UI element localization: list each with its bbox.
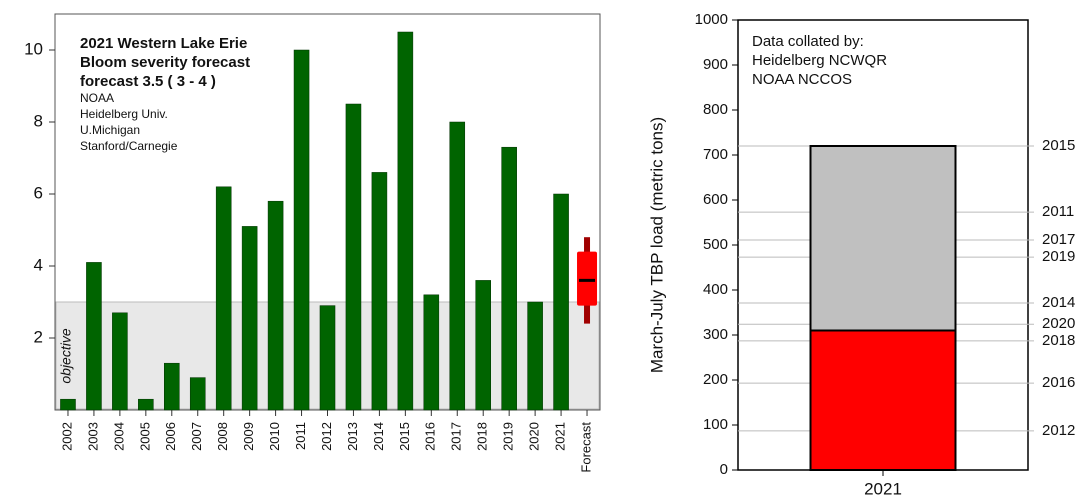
bar (449, 121, 466, 411)
annotation-text: Stanford/Carnegie (80, 139, 178, 153)
x-tick-label: 2021 (864, 479, 902, 498)
y-tick-label: 4 (34, 255, 43, 274)
annotation-text: NOAA (80, 91, 114, 105)
y-axis-label: March-July TBP load (metric tons) (647, 117, 666, 373)
reference-label: 2016 (1042, 374, 1075, 391)
reference-label: 2019 (1042, 248, 1075, 265)
reference-label: 2017 (1042, 231, 1075, 248)
annotation-text: NOAA NCCOS (752, 71, 852, 88)
y-tick-label: 300 (703, 326, 728, 343)
x-tick-label: 2003 (85, 422, 100, 451)
bar (138, 398, 154, 411)
reference-label: 2020 (1042, 315, 1075, 332)
bar (371, 172, 388, 411)
annotation-text: Heidelberg NCWQR (752, 52, 887, 69)
y-tick-label: 700 (703, 146, 728, 163)
bar (527, 301, 543, 411)
x-tick-label: 2017 (449, 422, 464, 451)
y-tick-label: 8 (34, 111, 43, 130)
bar (319, 305, 336, 411)
annotation-text: Heidelberg Univ. (80, 107, 168, 121)
annotation-text: Data collated by: (752, 33, 864, 50)
y-tick-label: 6 (34, 183, 43, 202)
x-tick-label: 2013 (345, 422, 360, 451)
y-tick-label: 600 (703, 191, 728, 208)
y-tick-label: 2 (34, 327, 43, 346)
x-tick-label: 2006 (163, 422, 178, 451)
reference-label: 2011 (1042, 203, 1074, 220)
reference-label: 2014 (1042, 294, 1075, 311)
x-tick-label: 2016 (423, 422, 438, 451)
x-tick-label: 2005 (137, 422, 152, 451)
x-tick-label: 2018 (475, 422, 490, 451)
bar (345, 103, 362, 411)
y-tick-label: 200 (703, 371, 728, 388)
y-tick-label: 1000 (695, 11, 728, 28)
bar-segment (809, 145, 957, 332)
bar (86, 262, 102, 411)
x-tick-label: 2020 (527, 422, 542, 451)
x-tick-label: 2007 (189, 422, 204, 451)
y-tick-label: 0 (720, 461, 728, 478)
y-tick-label: 900 (703, 56, 728, 73)
x-tick-label: 2002 (59, 422, 74, 451)
bar-segment (809, 329, 957, 471)
bar (189, 377, 206, 411)
reference-label: 2015 (1042, 137, 1075, 154)
bar (397, 31, 414, 411)
x-tick-label: 2015 (397, 422, 412, 451)
annotation-title: Bloom severity forecast (80, 54, 250, 71)
bar (293, 49, 310, 411)
y-tick-label: 400 (703, 281, 728, 298)
bar (112, 312, 128, 411)
x-tick-label: 2004 (111, 422, 126, 451)
y-tick-label: 800 (703, 101, 728, 118)
reference-label: 2012 (1042, 422, 1075, 439)
x-tick-label: 2019 (501, 422, 516, 451)
annotation-title: 2021 Western Lake Erie (80, 35, 247, 52)
x-tick-label: Forecast (578, 422, 593, 473)
bar (164, 362, 180, 411)
objective-label: objective (58, 328, 74, 383)
x-tick-label: 2011 (293, 422, 308, 450)
x-tick-label: 2014 (371, 422, 386, 451)
y-tick-label: 10 (24, 39, 43, 58)
bar (60, 398, 76, 411)
x-tick-label: 2009 (241, 422, 256, 451)
bar (267, 200, 284, 411)
annotation-text: U.Michigan (80, 123, 140, 137)
x-tick-label: 2008 (215, 422, 230, 451)
x-tick-label: 2021 (553, 422, 568, 451)
annotation-title: forecast 3.5 ( 3 - 4 ) (80, 73, 216, 90)
y-tick-label: 500 (703, 236, 728, 253)
bar (553, 193, 569, 411)
reference-label: 2018 (1042, 332, 1075, 349)
x-tick-label: 2010 (267, 422, 282, 451)
bar (501, 146, 517, 411)
forecast-box (577, 251, 598, 306)
y-tick-label: 100 (703, 416, 728, 433)
bar (215, 186, 232, 411)
bar (241, 226, 258, 411)
x-tick-label: 2012 (319, 422, 334, 451)
bar (475, 280, 491, 411)
bar (423, 294, 440, 411)
